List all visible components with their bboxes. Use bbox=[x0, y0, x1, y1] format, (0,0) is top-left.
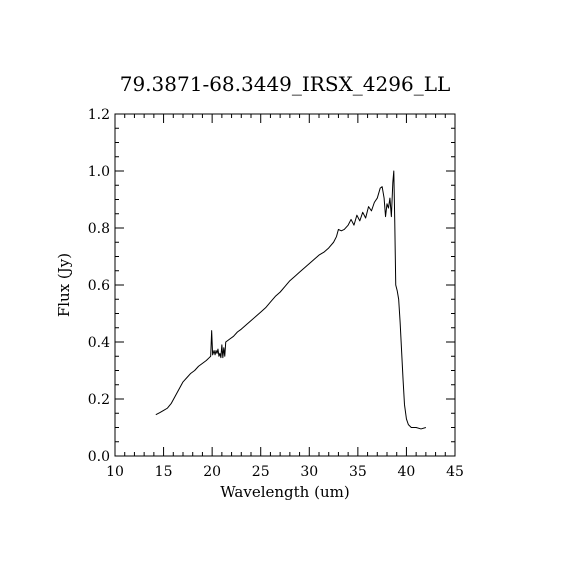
x-tick-label: 35 bbox=[349, 464, 367, 480]
x-tick-label: 25 bbox=[252, 464, 270, 480]
y-tick-label: 0.8 bbox=[88, 221, 110, 237]
x-tick-label: 45 bbox=[446, 464, 464, 480]
chart-title: 79.3871-68.3449_IRSX_4296_LL bbox=[120, 72, 451, 96]
x-axis-label: Wavelength (um) bbox=[220, 483, 349, 501]
y-tick-label: 0.4 bbox=[88, 335, 110, 351]
x-tick-label: 30 bbox=[300, 464, 318, 480]
ticks-layer: 10 15 20 25 30 35 40 45 0.0 0.2 0.4 0.6 0.8 1.0 1.2 bbox=[88, 107, 464, 480]
x-tick-label: 10 bbox=[106, 464, 124, 480]
x-tick-label: 40 bbox=[398, 464, 416, 480]
y-tick-label: 0.0 bbox=[88, 449, 110, 465]
y-tick-label: 1.2 bbox=[88, 107, 110, 123]
x-tick-label: 20 bbox=[203, 464, 221, 480]
series-line-0 bbox=[155, 170, 427, 430]
y-axis-label: Flux (Jy) bbox=[55, 253, 73, 317]
y-tick-label: 1.0 bbox=[88, 164, 110, 180]
y-tick-label: 0.6 bbox=[88, 278, 110, 294]
series-layer bbox=[155, 170, 427, 430]
y-tick-label: 0.2 bbox=[88, 392, 110, 408]
x-tick-label: 15 bbox=[155, 464, 173, 480]
